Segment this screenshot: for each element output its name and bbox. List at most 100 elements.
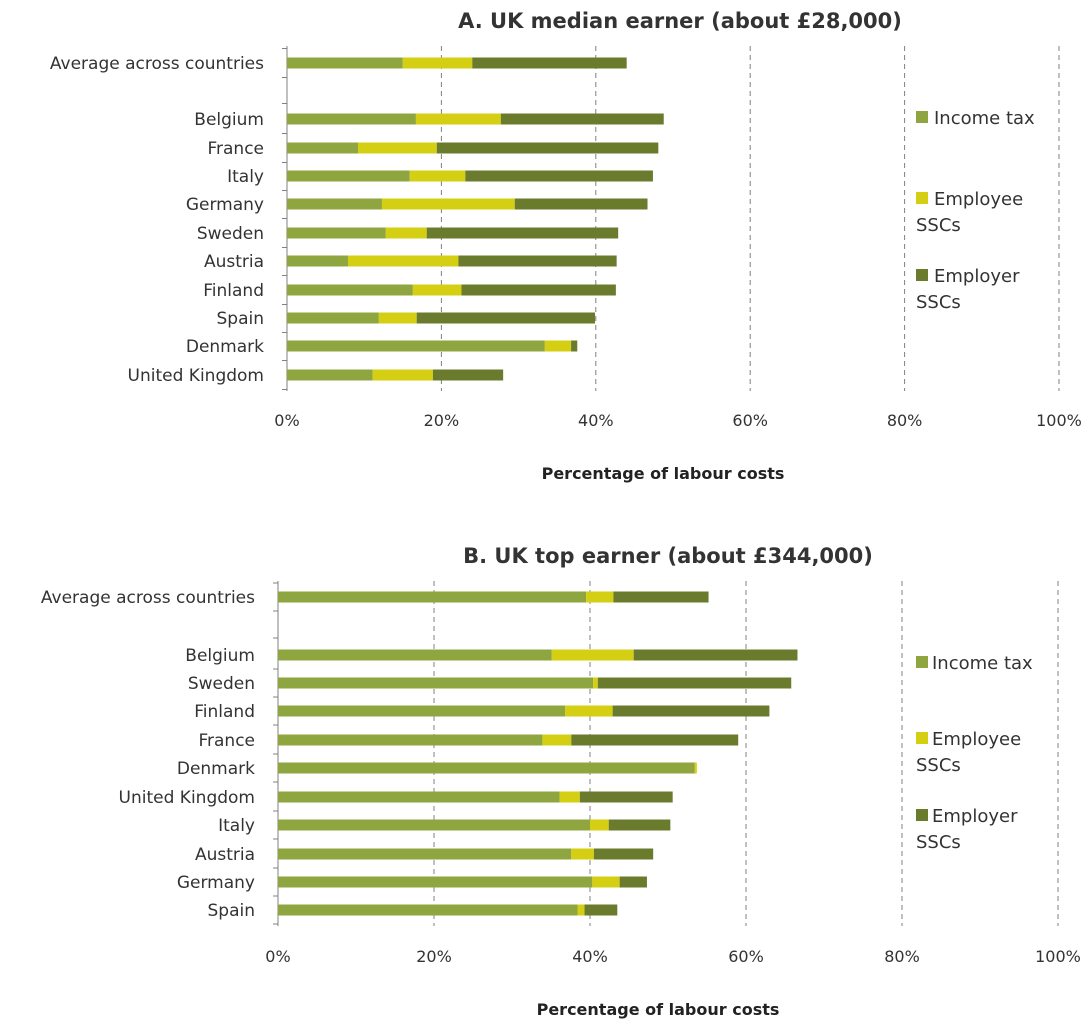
bar-employee-sscs-austria [571, 848, 594, 860]
category-label: Germany [177, 873, 255, 893]
bar-income-tax-average-across-countries [278, 591, 587, 603]
bar-employer-sscs-france [436, 142, 659, 154]
legend-label: Employee [932, 729, 1021, 750]
bar-employee-sscs-germany [381, 198, 515, 210]
category-label: Sweden [188, 674, 255, 694]
bar-income-tax-sweden [287, 227, 386, 239]
bar-employee-sscs-france [358, 142, 437, 154]
x-axis-label: Percentage of labour costs [542, 464, 785, 483]
category-label: Finland [194, 702, 255, 722]
bar-employee-sscs-germany [592, 876, 620, 888]
bar-income-tax-spain [278, 904, 578, 916]
bar-employer-sscs-italy [465, 170, 653, 182]
bar-employee-sscs-sweden [593, 677, 598, 689]
bar-employee-sscs-spain [577, 904, 585, 916]
category-label: United Kingdom [119, 788, 255, 808]
legend-label: SSCs [916, 832, 961, 853]
category-label: Belgium [185, 646, 255, 666]
legend-label: Income tax [934, 108, 1035, 129]
legend-swatch-employee-sscs [916, 732, 928, 744]
bar-employer-sscs-sweden [426, 227, 619, 239]
bar-employer-sscs-finland [612, 705, 770, 717]
bar-employee-sscs-average-across-countries [586, 591, 614, 603]
bar-income-tax-italy [278, 819, 590, 831]
bar-employer-sscs-united-kingdom [579, 791, 673, 803]
legend-label: SSCs [916, 292, 961, 313]
category-label: France [198, 731, 255, 751]
bar-employer-sscs-austria [593, 848, 654, 860]
bar-employer-sscs-germany [619, 876, 647, 888]
x-tick-label: 20% [424, 411, 460, 430]
bar-income-tax-france [287, 142, 359, 154]
category-label: Finland [203, 281, 264, 301]
bar-employee-sscs-italy [590, 819, 609, 831]
category-label: Italy [218, 816, 255, 836]
category-label: Spain [208, 901, 256, 921]
bar-employer-sscs-france [571, 734, 739, 746]
bar-employer-sscs-italy [608, 819, 671, 831]
legend-label: SSCs [916, 215, 961, 236]
x-tick-label: 60% [728, 947, 764, 966]
x-tick-label: 100% [1036, 411, 1082, 430]
x-tick-label: 80% [884, 947, 920, 966]
bar-employee-sscs-united-kingdom [559, 791, 580, 803]
category-label: Austria [195, 845, 255, 865]
x-tick-label: 40% [578, 411, 614, 430]
x-tick-label: 80% [887, 411, 923, 430]
category-label: Sweden [197, 224, 264, 244]
legend-label: Employee [934, 189, 1023, 210]
legend-label: Income tax [932, 653, 1033, 674]
bar-employee-sscs-denmark [694, 762, 697, 774]
bar-employee-sscs-united-kingdom [372, 369, 433, 381]
legend-label: SSCs [916, 755, 961, 776]
bar-income-tax-france [278, 734, 543, 746]
bar-employer-sscs-finland [461, 284, 616, 296]
legend-label: Employer [934, 266, 1020, 287]
category-label: Belgium [194, 110, 264, 130]
bar-employee-sscs-france [542, 734, 572, 746]
bar-employee-sscs-denmark [544, 340, 572, 352]
category-label: Spain [217, 309, 265, 329]
bar-income-tax-spain [287, 312, 379, 324]
legend-swatch-employer-sscs [916, 269, 928, 281]
legend-swatch-income-tax [916, 111, 928, 123]
bar-employee-sscs-average-across-countries [402, 57, 473, 69]
bar-income-tax-finland [287, 284, 413, 296]
bar-income-tax-germany [287, 198, 382, 210]
chart-title: B. UK top earner (about £344,000) [463, 544, 873, 568]
bar-income-tax-denmark [278, 762, 695, 774]
bar-employer-sscs-average-across-countries [472, 57, 627, 69]
chart-panel-b: B. UK top earner (about £344,000) Average… [41, 544, 1081, 1019]
bar-employer-sscs-average-across-countries [613, 591, 709, 603]
bar-employee-sscs-italy [409, 170, 466, 182]
bar-employer-sscs-spain [416, 312, 596, 324]
bar-income-tax-italy [287, 170, 410, 182]
bar-employee-sscs-belgium [415, 113, 501, 125]
legend-swatch-income-tax [916, 656, 928, 668]
category-label: Denmark [177, 759, 255, 779]
x-tick-label: 60% [732, 411, 768, 430]
x-tick-label: 40% [572, 947, 608, 966]
bar-income-tax-austria [278, 848, 572, 860]
bar-employee-sscs-austria [347, 255, 459, 267]
bar-employer-sscs-austria [458, 255, 617, 267]
bar-income-tax-finland [278, 705, 566, 717]
x-axis-label: Percentage of labour costs [537, 1000, 780, 1019]
bar-employee-sscs-finland [412, 284, 462, 296]
x-tick-label: 0% [274, 411, 299, 430]
bar-employer-sscs-sweden [597, 677, 792, 689]
bar-income-tax-denmark [287, 340, 545, 352]
bar-income-tax-average-across-countries [287, 57, 403, 69]
bar-income-tax-austria [287, 255, 348, 267]
bar-income-tax-united-kingdom [287, 369, 373, 381]
bar-employer-sscs-belgium [633, 649, 798, 661]
bar-income-tax-belgium [278, 649, 552, 661]
x-tick-label: 0% [265, 947, 290, 966]
category-label: France [207, 139, 264, 159]
bar-employer-sscs-spain [584, 904, 618, 916]
bar-employee-sscs-belgium [551, 649, 634, 661]
bar-income-tax-belgium [287, 113, 416, 125]
bar-employee-sscs-spain [378, 312, 417, 324]
